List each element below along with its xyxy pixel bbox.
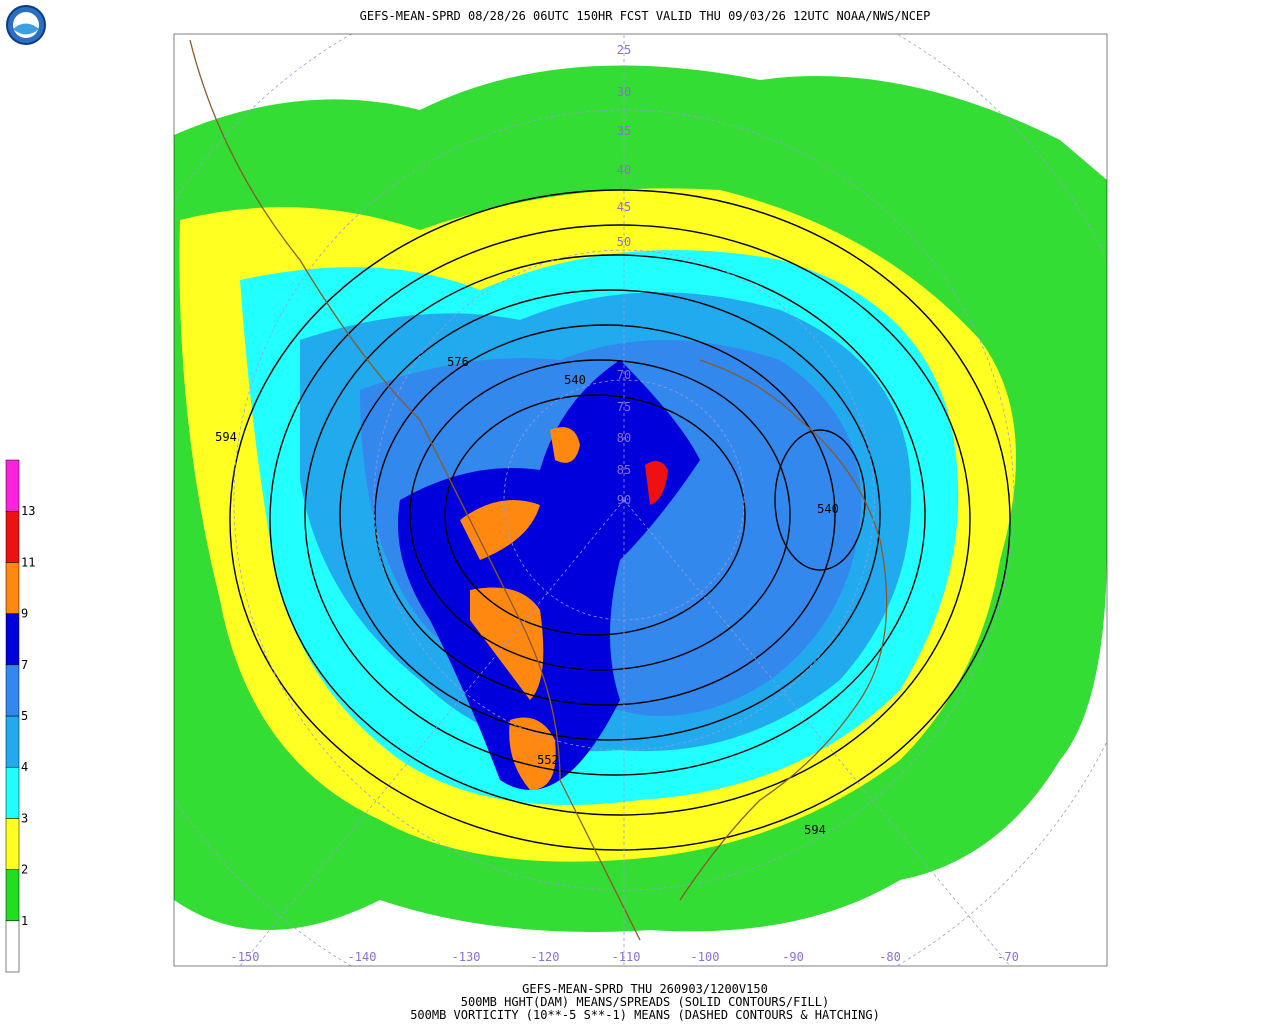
latitude-label: 40 (617, 163, 631, 177)
latitude-label: 25 (617, 43, 631, 57)
height-contour-label: 576 (447, 355, 469, 369)
latitude-label: 45 (617, 200, 631, 214)
height-contour-label: 552 (537, 753, 559, 767)
longitude-label: -130 (452, 950, 481, 964)
latitude-label: 50 (617, 235, 631, 249)
longitude-label: -150 (231, 950, 260, 964)
latitude-label: 35 (617, 124, 631, 138)
longitude-label: -100 (691, 950, 720, 964)
footer-line: GEFS-MEAN-SPRD THU 260903/1200V150 (522, 982, 768, 996)
colorbar-segment (5, 766, 20, 819)
latitude-label: 30 (617, 85, 631, 99)
footer-line: 500MB HGHT(DAM) MEANS/SPREADS (SOLID CON… (461, 995, 829, 1009)
colorbar-segment (5, 664, 20, 717)
colorbar-label: 7 (21, 658, 28, 672)
latitude-label: 80 (617, 431, 631, 445)
map-labels: 576 594 540 540 594 552 25 30 35 40 45 50 70 75 80 85 90… (215, 43, 1019, 964)
colorbar-segment (5, 459, 20, 512)
colorbar-segment (5, 818, 20, 870)
colorbar-label: 1 (21, 914, 28, 928)
longitude-label: -120 (531, 950, 560, 964)
colorbar: 1 2 3 4 5 7 9 11 13 (5, 459, 35, 973)
colorbar-label: 4 (21, 760, 28, 774)
height-contour-label: 540 (564, 373, 586, 387)
colorbar-label: 2 (21, 863, 28, 877)
colorbar-label: 5 (21, 709, 28, 723)
title: GEFS-MEAN-SPRD 08/28/26 06UTC 150HR FCST… (360, 9, 931, 23)
height-contour-label: 594 (215, 430, 237, 444)
noaa-logo (6, 5, 46, 45)
longitude-label: -140 (348, 950, 377, 964)
map-panel (173, 33, 1108, 967)
colorbar-segment (5, 613, 20, 666)
colorbar-label: 3 (21, 811, 28, 825)
latitude-label: 75 (617, 400, 631, 414)
colorbar-segment (5, 920, 20, 973)
height-contour-label: 594 (804, 823, 826, 837)
latitude-label: 90 (617, 493, 631, 507)
latitude-label: 85 (617, 463, 631, 477)
longitude-label: -80 (879, 950, 901, 964)
latitude-label: 70 (617, 368, 631, 382)
colorbar-label: 9 (21, 607, 28, 621)
longitude-label: -110 (612, 950, 641, 964)
colorbar-label: 13 (21, 504, 35, 518)
colorbar-segment (5, 715, 20, 768)
colorbar-segment (5, 869, 20, 922)
colorbar-segment (5, 510, 20, 563)
height-contour-label: 540 (817, 502, 839, 516)
longitude-label: -90 (782, 950, 804, 964)
footer-line: 500MB VORTICITY (10**-5 S**-1) MEANS (DA… (410, 1008, 880, 1022)
longitude-label: -70 (997, 950, 1019, 964)
colorbar-segment (5, 562, 20, 614)
colorbar-label: 11 (21, 555, 35, 569)
